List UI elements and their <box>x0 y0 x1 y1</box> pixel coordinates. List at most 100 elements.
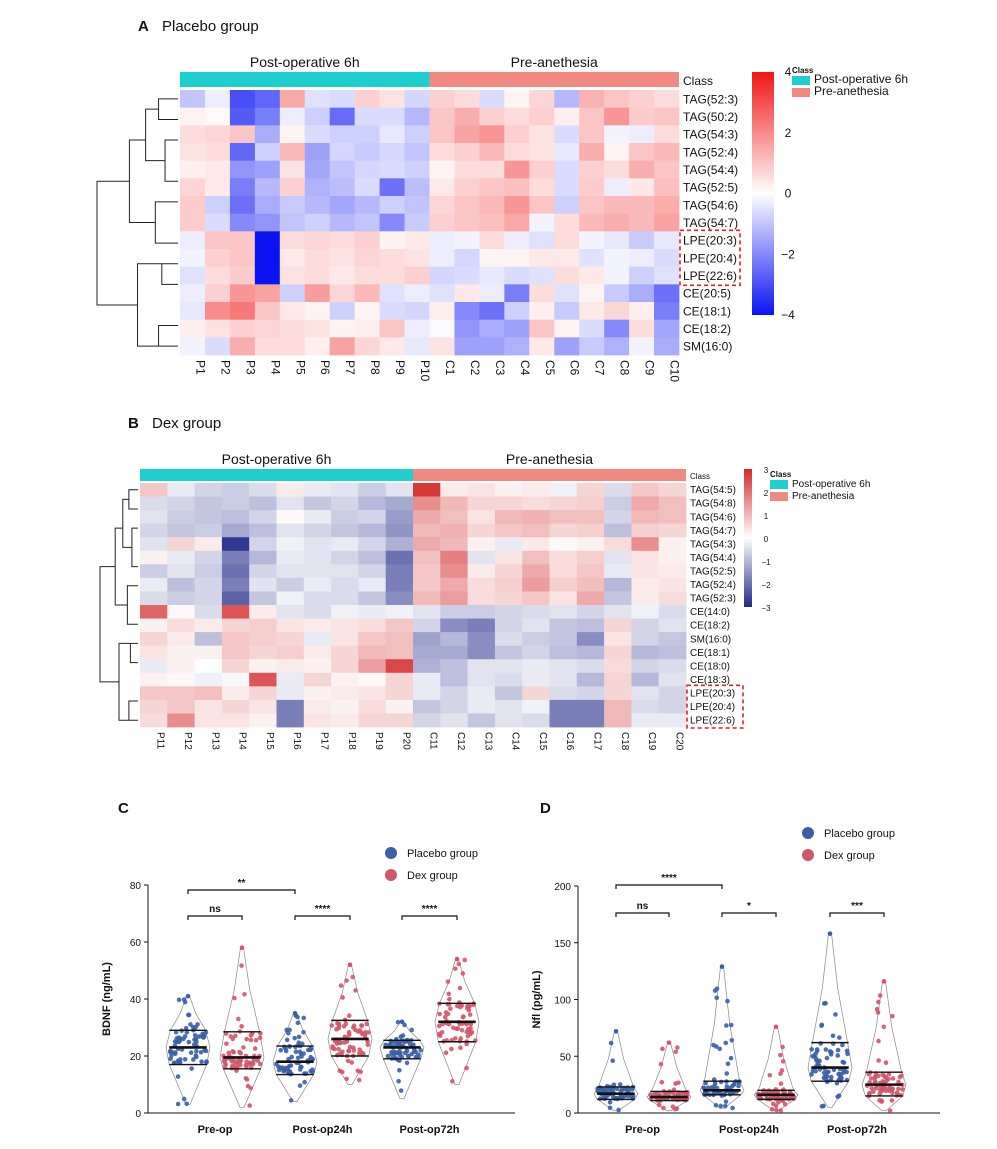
heatmap-cell <box>413 618 441 633</box>
heatmap-cell <box>629 213 655 232</box>
data-point <box>809 1072 814 1077</box>
heatmap-cell <box>379 284 405 303</box>
heatmap-cell <box>413 496 441 511</box>
heatmap-cell <box>276 686 305 701</box>
heatmap-cell <box>658 510 687 525</box>
heatmap-cell <box>654 302 680 321</box>
data-point <box>253 1037 259 1043</box>
heatmap-cell <box>576 523 605 538</box>
data-point <box>607 1105 613 1111</box>
heatmap-cell <box>529 213 555 232</box>
heatmap-cell <box>140 564 168 579</box>
heatmap-cell <box>654 231 680 250</box>
heatmap-cell <box>358 591 387 606</box>
y-axis-label: Nfl (pg/mL) <box>531 970 543 1028</box>
heatmap-cell <box>229 266 256 285</box>
heatmap-cell <box>629 249 655 268</box>
data-point <box>469 1030 475 1035</box>
heatmap-cell <box>303 564 332 579</box>
data-point-max <box>185 993 191 999</box>
data-point <box>652 1091 657 1097</box>
data-point <box>188 1022 193 1027</box>
heatmap-cell <box>254 213 281 232</box>
data-point <box>188 1050 194 1055</box>
heatmap-cell <box>579 337 605 356</box>
data-point <box>723 1103 728 1109</box>
heatmap-cell <box>354 160 380 179</box>
data-point <box>724 1071 730 1076</box>
data-point <box>883 1075 889 1080</box>
data-point <box>172 1051 178 1057</box>
heatmap-cell <box>194 510 223 525</box>
heatmap-cell <box>229 284 256 303</box>
data-point <box>873 1085 879 1091</box>
heatmap-cell <box>658 632 687 647</box>
heatmap-cell <box>504 90 530 109</box>
heatmap-cell <box>404 319 430 338</box>
x-category-label: Pre-op <box>625 1124 660 1136</box>
heatmap-cell <box>229 143 256 162</box>
data-point <box>198 1049 204 1055</box>
heatmap-cell <box>658 496 687 511</box>
heatmap-cell <box>467 699 496 714</box>
panel-b-letter: B <box>128 415 139 432</box>
data-point <box>729 1038 735 1043</box>
heatmap-cell <box>440 686 468 701</box>
data-point <box>349 1060 355 1065</box>
heatmap-cell <box>221 483 250 497</box>
heatmap-cell <box>194 618 223 633</box>
y-tick-label: 0 <box>135 1109 141 1120</box>
data-point-max <box>827 931 833 936</box>
heatmap-cell <box>549 632 578 647</box>
y-tick-label: 50 <box>560 1052 572 1063</box>
data-point <box>365 1042 371 1048</box>
data-point <box>612 1096 618 1101</box>
heatmap-cell <box>576 496 605 511</box>
heatmap-cell <box>385 577 414 592</box>
data-point <box>396 1078 401 1084</box>
data-point <box>874 1006 880 1012</box>
heatmap-cell <box>229 160 256 179</box>
heatmap-cell <box>385 537 414 552</box>
heatmap-cell <box>440 564 468 579</box>
data-point <box>723 1099 729 1104</box>
data-point <box>718 1103 724 1109</box>
data-point <box>341 1024 347 1029</box>
heatmap-cell <box>554 249 580 268</box>
data-point <box>404 1060 410 1066</box>
colorbar-tick: 3 <box>764 466 769 475</box>
heatmap-cell <box>249 632 277 647</box>
heatmap-cell <box>254 178 281 197</box>
heatmap-cell <box>554 231 580 250</box>
heatmap-cell <box>354 231 380 250</box>
data-point <box>437 1033 443 1038</box>
heatmap-cell <box>479 213 505 232</box>
data-point <box>355 1068 361 1074</box>
data-point <box>457 985 463 991</box>
heatmap-cell <box>180 213 206 232</box>
heatmap-cell <box>194 699 223 714</box>
heatmap-cell <box>254 160 281 179</box>
data-point <box>437 1011 442 1017</box>
column-label: P9 <box>393 360 407 375</box>
heatmap-cell <box>429 302 455 321</box>
data-point <box>230 1063 235 1069</box>
legend-label: Pre-anethesia <box>792 491 855 502</box>
heatmap-cell <box>658 672 687 687</box>
data-point <box>308 1054 314 1060</box>
data-point-max <box>239 945 245 950</box>
heatmap-cell <box>331 713 359 728</box>
heatmap-cell <box>221 659 250 674</box>
heatmap-cell <box>554 302 580 321</box>
colorbar-tick: −1 <box>761 558 771 567</box>
y-tick-label: 100 <box>554 996 571 1007</box>
data-point <box>823 1047 829 1052</box>
heatmap-cell <box>440 550 468 565</box>
heatmap-cell <box>303 618 332 633</box>
heatmap-cell <box>385 632 414 647</box>
heatmap-cell <box>604 160 630 179</box>
heatmap-cell <box>522 713 550 728</box>
data-point <box>680 1091 685 1097</box>
heatmap-cell <box>440 672 468 687</box>
data-point <box>383 1042 388 1048</box>
